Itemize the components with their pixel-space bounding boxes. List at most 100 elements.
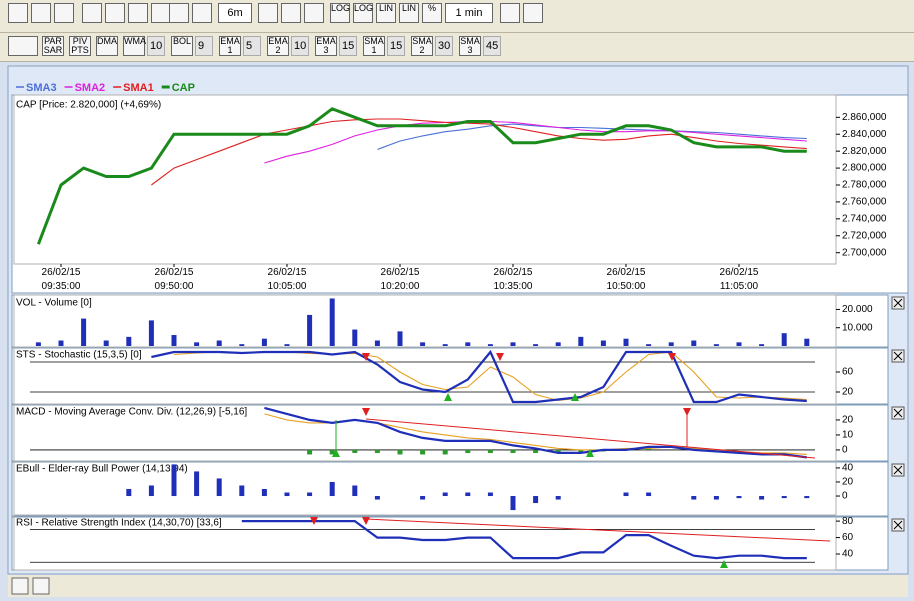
scale-button[interactable]: LOG	[330, 3, 350, 23]
bar	[261, 489, 267, 497]
series-line	[151, 349, 807, 404]
indicator-button[interactable]: EMA 3	[315, 36, 337, 56]
bar	[261, 338, 267, 346]
x-tick-text: 26/02/15	[155, 267, 194, 278]
bar	[759, 496, 765, 500]
panel	[11, 294, 889, 348]
period-select[interactable]: 6m	[218, 3, 252, 23]
bar	[171, 335, 177, 346]
x-tick-text: 10:05:00	[268, 281, 307, 292]
status-button[interactable]	[11, 577, 29, 595]
y-tick-label: 20.000	[842, 304, 873, 315]
y-tick-label: 2.700,000	[842, 247, 887, 258]
bar	[126, 336, 132, 346]
tool-button[interactable]	[31, 3, 51, 23]
indicator-button[interactable]: WMA	[123, 36, 146, 56]
bar	[194, 471, 200, 497]
buy-signal	[586, 449, 594, 457]
scale-button[interactable]: LIN	[399, 3, 419, 23]
bar	[510, 342, 516, 346]
tool-button[interactable]	[105, 3, 125, 23]
tool-button[interactable]	[169, 3, 189, 23]
tool-button[interactable]	[82, 3, 102, 23]
indicator-button[interactable]: DMA	[96, 36, 118, 56]
bar	[668, 342, 674, 346]
close-icon	[893, 520, 903, 530]
y-tick-label: 2.840,000	[842, 129, 887, 140]
tool-button[interactable]	[304, 3, 324, 23]
panel	[11, 516, 889, 571]
bar	[713, 496, 719, 500]
indicator-button[interactable]: SMA 3	[459, 36, 481, 56]
tool-button[interactable]	[8, 36, 38, 56]
bar	[329, 449, 335, 455]
tool-button[interactable]	[258, 3, 278, 23]
panel-title: EBull - Elder-ray Bull Power (14,13,94)	[16, 464, 188, 475]
x-tick-text: 10:35:00	[494, 281, 533, 292]
bar	[578, 336, 584, 346]
series-line	[241, 520, 807, 560]
tool-button[interactable]	[281, 3, 301, 23]
tool-button[interactable]	[523, 3, 543, 23]
bar	[194, 342, 200, 346]
bar	[81, 318, 87, 346]
bar	[623, 338, 629, 346]
x-tick-label: 26/02/15 10:50:00	[607, 267, 646, 292]
scale-button[interactable]: %	[422, 3, 442, 23]
y-tick-label: 10	[842, 430, 854, 441]
indicator-button[interactable]: PIV PTS	[69, 36, 91, 56]
x-tick-label: 26/02/15 11:05:00	[720, 267, 759, 292]
bar	[781, 496, 787, 499]
scale-button[interactable]: LIN	[376, 3, 396, 23]
panel-title: CAP [Price: 2.820,000] (+4,69%)	[16, 100, 161, 111]
bar	[420, 342, 426, 346]
interval-select[interactable]: 1 min	[445, 3, 493, 23]
bar	[307, 492, 313, 497]
x-tick-label: 26/02/15 10:05:00	[268, 267, 307, 292]
tool-button[interactable]	[128, 3, 148, 23]
buy-signal	[720, 560, 728, 568]
x-tick-text: 26/02/15	[268, 267, 307, 278]
tool-button[interactable]	[8, 3, 28, 23]
buy-signal	[444, 393, 452, 401]
bar	[352, 329, 358, 346]
indicator-button[interactable]: BOL	[171, 36, 193, 56]
bar	[510, 496, 516, 511]
bar	[442, 344, 448, 346]
indicator-param: 10	[291, 36, 309, 56]
tool-button[interactable]	[192, 3, 212, 23]
bar	[329, 481, 335, 497]
bar	[646, 492, 652, 497]
close-icon	[893, 408, 903, 418]
indicator-param: 5	[243, 36, 261, 56]
bar	[284, 344, 290, 346]
sell-signal	[668, 353, 676, 361]
scale-button[interactable]: LOG	[353, 3, 373, 23]
indicator-button[interactable]: SMA 1	[363, 36, 385, 56]
bar	[307, 449, 313, 455]
toolbar: 6m 1 min LOG LOG LIN LIN%	[0, 0, 914, 33]
indicator-button[interactable]: EMA 2	[267, 36, 289, 56]
tool-button[interactable]	[500, 3, 520, 23]
series-line	[36, 107, 807, 245]
y-tick-label: 0	[842, 445, 848, 456]
indicator-button[interactable]: PAR SAR	[42, 36, 64, 56]
status-bar	[8, 575, 908, 597]
panel-title: MACD - Moving Average Conv. Div. (12,26,…	[16, 407, 247, 418]
legend-label: SMA3	[26, 82, 57, 94]
y-tick-label: 2.760,000	[842, 197, 887, 208]
y-tick-label: 60	[842, 367, 854, 378]
bar	[465, 492, 471, 497]
indicator-button[interactable]: SMA 2	[411, 36, 433, 56]
x-tick-text: 11:05:00	[720, 281, 759, 292]
status-button[interactable]	[32, 577, 50, 595]
bar	[171, 464, 177, 497]
indicator-button[interactable]: EMA 1	[219, 36, 241, 56]
sell-signal	[310, 517, 318, 525]
bar	[600, 340, 606, 346]
bar	[804, 338, 810, 346]
bar	[691, 496, 697, 500]
tool-button[interactable]	[54, 3, 74, 23]
panel-title: VOL - Volume [0]	[16, 298, 92, 309]
